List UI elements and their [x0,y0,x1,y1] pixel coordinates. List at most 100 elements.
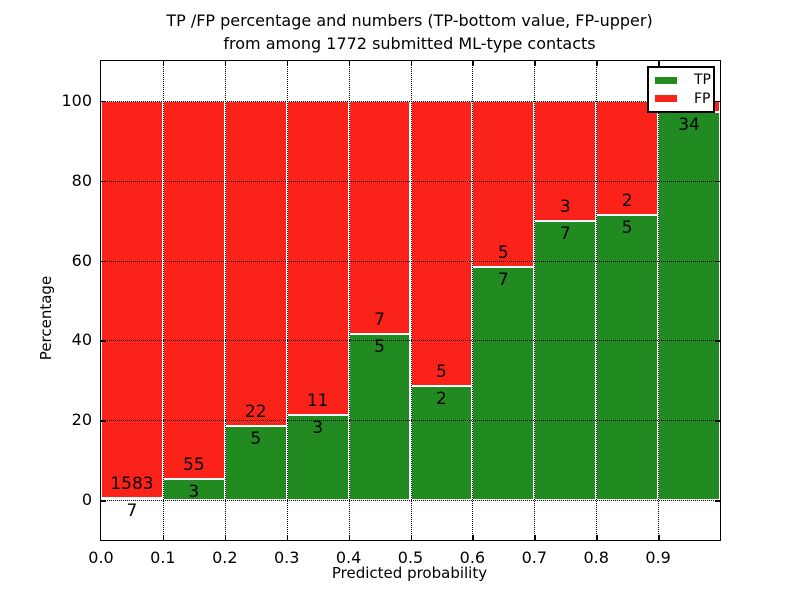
tick-top-0.2 [224,61,227,66]
bar-tp-count-label-5: 2 [436,389,447,410]
x-tick-label-0.4: 0.4 [335,548,362,567]
bar-fp-segment-0 [101,100,163,499]
bar-fp-segment-2 [224,100,287,427]
bar-fp-segment-1 [162,100,225,480]
tick-top-0.1 [162,61,165,66]
bar-tp-segment-0 [101,498,163,501]
bar-tp-segment-9 [658,112,720,501]
gridline-x-0.8 [596,61,598,540]
gridline-x-0.9 [658,61,660,540]
tick-right-80 [715,180,720,183]
tick-top-0.6 [472,61,474,66]
x-tick-label-0.5: 0.5 [397,548,424,567]
bar-fp-segment-7 [534,100,597,221]
x-tick-label-0.3: 0.3 [273,548,300,567]
bar-fp-count-label-3: 11 [306,390,329,411]
tick-bottom-0.4 [348,535,351,540]
bar-fp-segment-4 [348,100,411,334]
gridline-y-0 [101,500,720,502]
bar-fp-count-label-1: 55 [183,455,205,476]
bar-fp-segment-6 [472,100,535,268]
bar-tp-segment-8 [596,214,659,501]
tick-bottom-0.7 [534,535,536,540]
tick-right-0 [715,500,720,502]
legend-label-tp: TP [694,72,711,89]
legend-entry-tp: TP [655,72,711,88]
tick-top-0.5 [410,61,412,66]
bar-fp-count-label-7: 3 [559,196,571,217]
tick-bottom-0.1 [162,535,165,540]
bar-tp-segment-5 [410,386,473,501]
x-tick-label-0.6: 0.6 [459,548,486,567]
gridline-y-20 [101,420,720,422]
tick-left-100 [101,100,106,103]
tick-left-40 [101,340,106,342]
tick-left-20 [101,420,106,422]
bar-tp-count-label-2: 5 [250,429,262,450]
chart-title-line2: from among 1772 submitted ML-type contac… [223,34,596,53]
tick-left-80 [101,180,106,183]
tick-top-0.8 [596,61,598,66]
legend-swatch-tp-icon [655,76,677,84]
bar-fp-count-label-4: 7 [374,309,385,330]
tick-top-0.3 [286,61,289,66]
bar-tp-count-label-6: 7 [497,270,509,291]
bar-tp-segment-3 [286,414,349,501]
bar-tp-count-label-3: 3 [312,417,324,438]
legend-entry-fp: FP [655,91,711,107]
y-tick-label-80: 80 [71,170,92,190]
chart-title-line1: TP /FP percentage and numbers (TP-bottom… [166,11,653,30]
tick-right-60 [715,260,720,263]
x-axis-label: Predicted probability [331,564,488,582]
gridline-x-0.4 [348,61,350,540]
tick-left-0 [101,500,106,502]
tick-left-60 [101,260,106,263]
gridline-y-40 [101,340,720,342]
gridline-y-100 [101,100,720,102]
bar-tp-segment-2 [224,426,287,501]
gridline-x-0.2 [224,61,226,540]
x-tick-label-0.7: 0.7 [521,548,548,567]
gridline-x-0.7 [534,61,536,540]
bar-fp-count-label-5: 5 [436,362,447,383]
bar-tp-segment-7 [534,220,597,501]
x-tick-label-0.9: 0.9 [645,548,671,567]
plot-area: 1583755322511375525737251340.00.10.20.30… [61,60,721,567]
bar-tp-count-label-8: 5 [621,217,633,238]
y-tick-label-0: 0 [81,490,92,510]
tick-top-0.7 [534,61,536,66]
x-tick-label-0.8: 0.8 [583,548,609,567]
tick-top-0.4 [348,61,351,66]
bar-tp-count-label-0: 7 [126,501,138,522]
gridline-x-0.5 [410,61,412,540]
gridline-x-0.3 [286,61,288,540]
bar-fp-segment-3 [286,100,349,415]
tick-right-40 [715,340,720,342]
chart-title: TP /FP percentage and numbers (TP-bottom… [100,9,719,55]
gridline-x-0.1 [162,61,164,540]
legend: TP FP [647,66,715,113]
bar-tp-segment-6 [472,267,535,501]
bar-tp-count-label-1: 3 [188,482,200,503]
bar-tp-count-label-9: 34 [678,115,700,136]
gridline-y-80 [101,180,720,182]
x-tick-label-0.1: 0.1 [150,548,176,567]
legend-label-fp: FP [694,90,711,107]
gridline-x-0.6 [472,61,474,540]
tick-bottom-0.8 [596,535,598,540]
bar-fp-count-label-8: 2 [621,190,633,211]
x-tick-label-0.2: 0.2 [212,548,238,567]
x-tick-label-0.0: 0.0 [88,548,114,567]
tick-right-100 [715,100,720,103]
legend-swatch-fp-icon [655,95,677,103]
y-tick-label-60: 60 [71,250,92,270]
bar-fp-count-label-0: 1583 [110,474,154,495]
tick-right-20 [715,420,720,422]
bar-fp-count-label-6: 5 [497,243,509,264]
y-tick-label-40: 40 [71,330,92,350]
tick-top-0.9 [658,61,660,66]
gridline-y-60 [101,260,720,262]
tick-bottom-0.2 [224,535,227,540]
bar-tp-count-label-7: 7 [559,223,571,244]
